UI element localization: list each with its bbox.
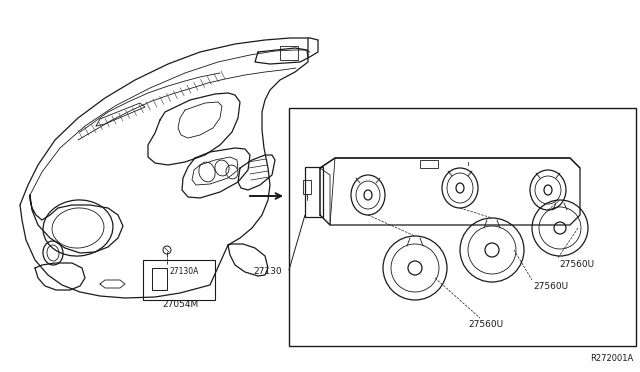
Bar [280,46,298,60]
Text: 27130: 27130 [253,266,282,276]
Text: 27130A: 27130A [170,267,200,276]
Text: 27560U: 27560U [533,282,568,291]
Bar [305,167,323,217]
Text: 27560U: 27560U [559,260,594,269]
Text: R272001A: R272001A [589,354,633,363]
Bar [303,180,311,194]
Bar [152,268,167,290]
Bar [420,160,438,168]
Text: 27560U: 27560U [468,320,503,329]
Bar [289,108,636,346]
Text: 27054M: 27054M [162,300,198,309]
Bar [143,260,215,300]
